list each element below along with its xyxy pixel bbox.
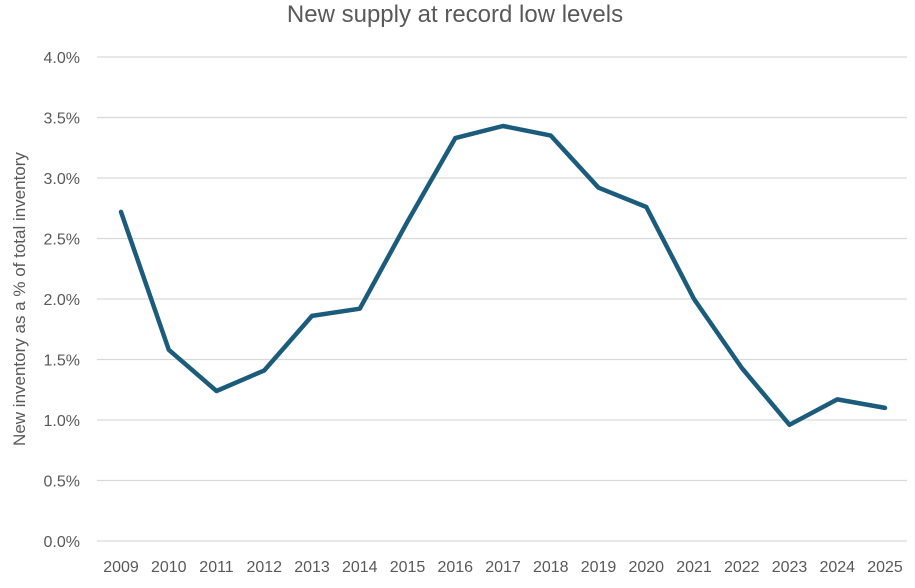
x-tick-label-2009: 2009: [103, 559, 139, 576]
y-tick-label-7: 3.5%: [44, 111, 80, 128]
gridlines: [97, 56, 907, 542]
y-tick-label-8: 4.0%: [44, 50, 80, 67]
series-line-0: [118, 123, 888, 428]
x-tick-label-2011: 2011: [199, 559, 234, 576]
x-tick-label-2010: 2010: [151, 559, 187, 576]
x-tick-label-2020: 2020: [628, 559, 664, 576]
x-tick-label-2015: 2015: [390, 559, 426, 576]
y-axis-label: New inventory as a % of total inventory: [10, 152, 29, 446]
x-tick-label-2023: 2023: [772, 559, 808, 576]
x-tick-label-2016: 2016: [437, 559, 473, 576]
y-tick-label-2: 1.0%: [44, 413, 80, 430]
y-tick-label-5: 2.5%: [44, 232, 80, 249]
x-axis-tick-labels: 2009 2010 2011 2012 2013 2014 2015 2016 2017 2018…: [103, 559, 903, 576]
x-tick-label-2024: 2024: [819, 559, 855, 576]
x-tick-label-2022: 2022: [724, 559, 760, 576]
x-tick-label-2012: 2012: [246, 559, 282, 576]
x-tick-label-2013: 2013: [294, 559, 330, 576]
y-tick-label-6: 3.0%: [44, 171, 80, 188]
y-tick-label-3: 1.5%: [44, 353, 80, 370]
x-tick-label-2017: 2017: [485, 559, 521, 576]
y-tick-label-4: 2.0%: [44, 292, 80, 309]
chart-title: New supply at record low levels: [287, 1, 623, 28]
y-tick-label-0: 0.0%: [44, 534, 80, 551]
y-axis-tick-labels: 0.0% 0.5% 1.0% 1.5% 2.0% 2.5% 3.0% 3.5% 4.0%: [44, 50, 80, 551]
x-tick-label-2019: 2019: [581, 559, 617, 576]
y-tick-label-1: 0.5%: [44, 474, 80, 491]
x-tick-label-2025: 2025: [867, 559, 903, 576]
x-tick-label-2014: 2014: [342, 559, 378, 576]
x-tick-label-2021: 2021: [676, 559, 712, 576]
x-tick-label-2018: 2018: [533, 559, 569, 576]
series-group: [118, 123, 888, 428]
